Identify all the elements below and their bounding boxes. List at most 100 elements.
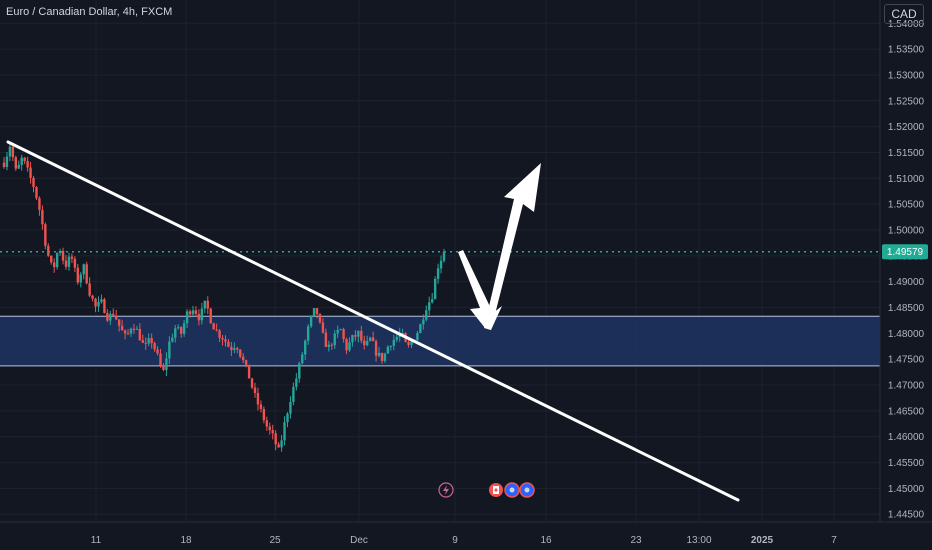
lightning-icon[interactable] [438, 482, 454, 498]
candle-body [224, 339, 227, 342]
candle-body [23, 157, 26, 162]
candle-body [241, 356, 245, 361]
candle-body [428, 302, 431, 311]
candle-body [103, 299, 106, 314]
candle-body [100, 299, 103, 302]
candle-body [117, 319, 121, 326]
candle-body [203, 300, 207, 309]
candle-body [401, 333, 404, 335]
candle-body [321, 322, 325, 333]
candle-body [215, 329, 218, 331]
candle-body [47, 245, 50, 256]
time-tick-label: 2025 [751, 535, 774, 546]
canada-flag-icon[interactable] [489, 483, 503, 497]
price-tick-label: 1.44500 [888, 510, 925, 521]
candle-body [304, 340, 307, 355]
time-tick-label: 18 [180, 535, 192, 546]
candle-body [138, 328, 142, 341]
candle-body [200, 308, 204, 321]
globe-icon[interactable] [519, 482, 535, 498]
candle-body [106, 313, 109, 321]
candle-body [422, 319, 425, 325]
candle-body [144, 342, 147, 344]
candle-body [194, 310, 198, 314]
symbol-title: Euro / Canadian Dollar, 4h, FXCM [6, 6, 173, 18]
candle-body [351, 335, 354, 343]
candle-body [76, 267, 80, 283]
candle-body [132, 328, 136, 330]
candle-body [368, 337, 372, 341]
trendline[interactable] [6, 140, 740, 502]
price-tick-label: 1.45000 [888, 484, 925, 495]
time-tick-label: 7 [831, 535, 837, 546]
candle-body [407, 341, 410, 345]
candle-body [442, 251, 446, 261]
candle-body [425, 310, 428, 320]
candle-body [339, 329, 342, 331]
candle-body [380, 352, 384, 361]
candle-body [88, 283, 91, 296]
candle-body [79, 274, 82, 283]
candle-body [277, 444, 280, 448]
candle-body [395, 337, 398, 340]
candle-body [5, 156, 9, 167]
currency-button[interactable]: CAD [884, 4, 924, 24]
candle-body [410, 341, 413, 345]
candle-body [357, 330, 360, 337]
price-tick-label: 1.52500 [888, 96, 925, 107]
candle-body [11, 146, 15, 158]
price-tick-label: 1.53500 [888, 45, 925, 56]
candle-body [153, 343, 156, 350]
up-arrow-drawing[interactable] [484, 163, 541, 330]
candle-body [91, 295, 94, 299]
candle-body [280, 440, 283, 448]
candle-body [371, 337, 375, 342]
candle-body [14, 157, 18, 169]
time-tick-label: Dec [350, 535, 368, 546]
candle-body [250, 378, 254, 388]
candle-body [67, 256, 71, 267]
candle-body [179, 327, 183, 334]
candle-body [230, 346, 233, 351]
candle-body [439, 260, 443, 269]
candle-body [174, 328, 177, 338]
candle-body [115, 315, 118, 320]
candle-body [265, 420, 269, 427]
candle-body [135, 328, 139, 330]
candle-body [2, 162, 6, 167]
globe-icon[interactable] [504, 482, 520, 498]
candle-body [259, 404, 263, 410]
candle-body [262, 409, 266, 421]
price-tick-label: 1.54000 [888, 19, 925, 30]
candle-body [336, 329, 339, 334]
price-tick-label: 1.51000 [888, 174, 925, 185]
candle-body [61, 251, 65, 261]
time-tick-label: 9 [452, 535, 458, 546]
candle-body [312, 308, 316, 316]
price-tick-label: 1.45500 [888, 458, 925, 469]
candle-body [253, 387, 257, 394]
candle-body [283, 422, 286, 441]
price-axis[interactable]: 1.54000 1.53500 1.53000 1.52500 1.52000 1.515… [888, 19, 925, 521]
candle-body [244, 360, 248, 365]
candle-body [70, 256, 74, 259]
price-tick-label: 1.49000 [888, 277, 925, 288]
candle-body [342, 329, 345, 340]
candle-body [324, 332, 328, 347]
support-zone [0, 316, 880, 366]
candle-body [35, 187, 38, 199]
candle-body [218, 330, 221, 338]
last-price-tag [882, 244, 928, 260]
candle-body [109, 313, 112, 321]
candle-body [345, 339, 348, 351]
candle-body [156, 349, 159, 354]
candle-body [53, 262, 56, 268]
candle-body [389, 345, 393, 347]
time-tick-label: 16 [540, 535, 552, 546]
candle-body [289, 401, 292, 414]
candle-body [177, 327, 180, 329]
time-axis[interactable]: 11 18 25 Dec 9 16 23 13:00 2025 7 [91, 535, 837, 546]
